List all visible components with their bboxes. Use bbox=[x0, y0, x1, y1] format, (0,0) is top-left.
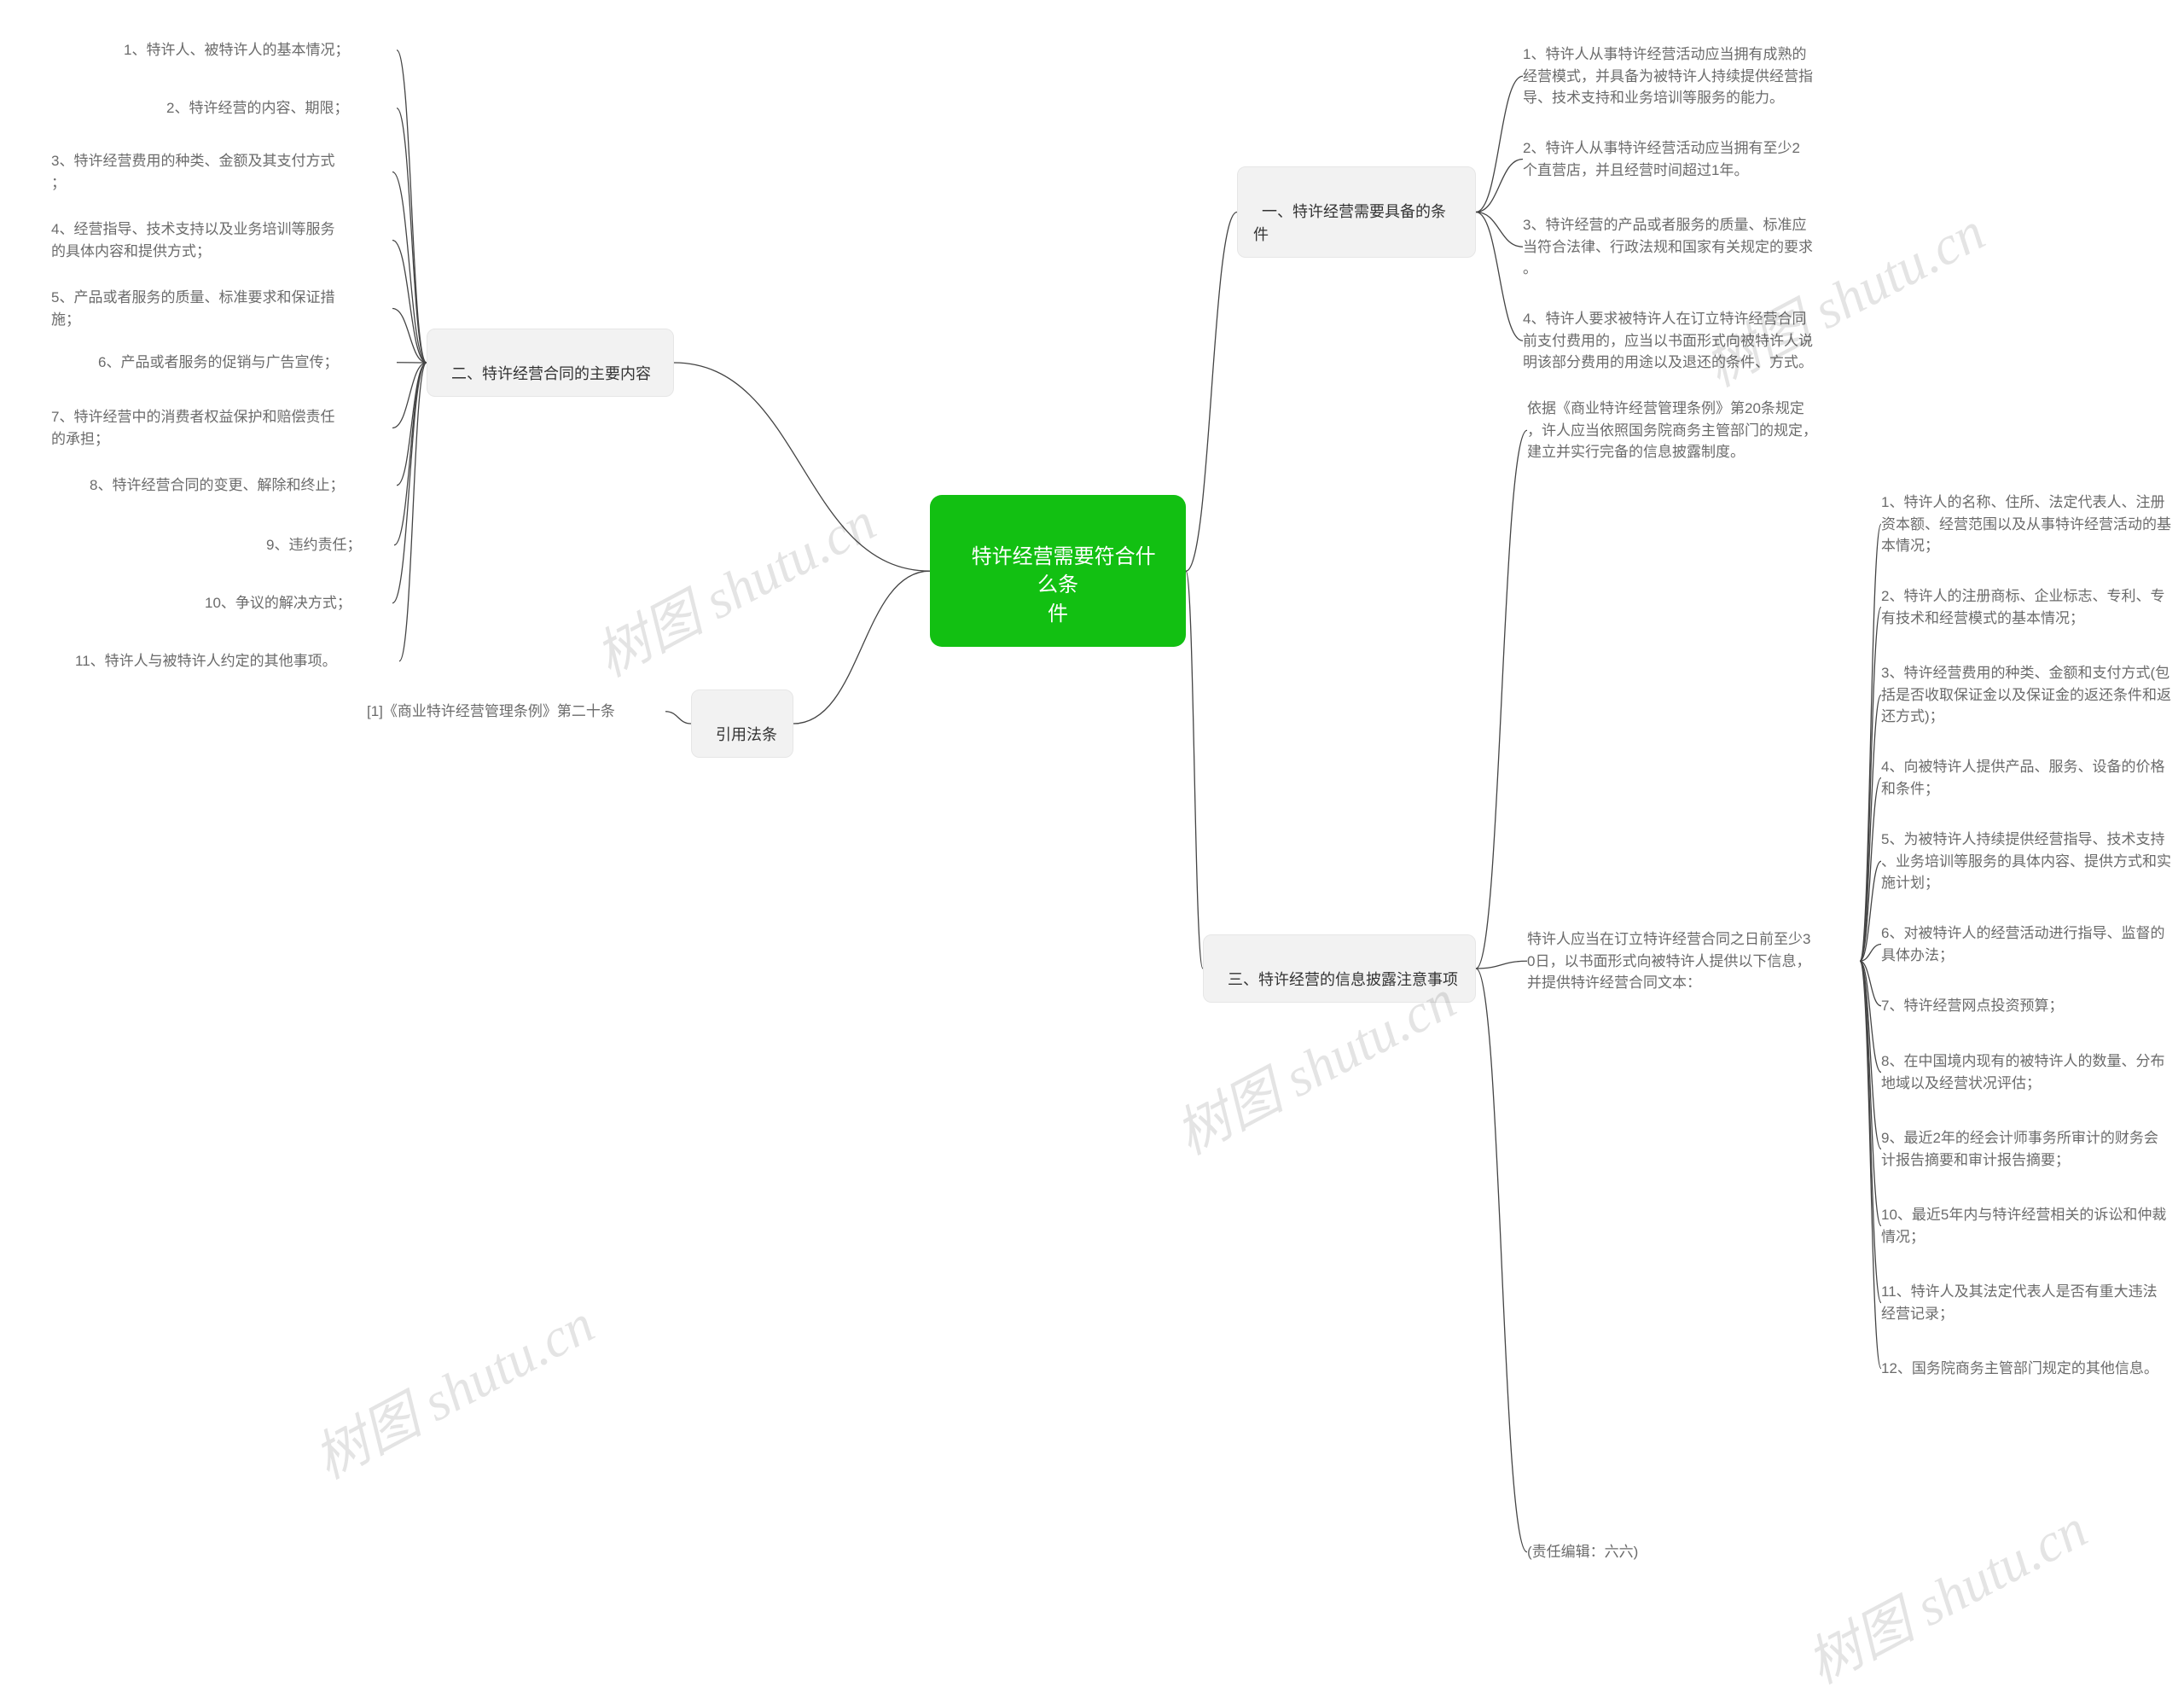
leaf-b3-3[interactable]: (责任编辑：六六) bbox=[1527, 1536, 1698, 1568]
leaf-text: 7、特许经营中的消费者权益保护和赔偿责任 的承担； bbox=[51, 409, 334, 447]
leaf-b3-2-8[interactable]: 8、在中国境内现有的被特许人的数量、分布 地域以及经营状况评估； bbox=[1881, 1045, 2180, 1099]
leaf-b2-2[interactable]: 2、特许经营的内容、期限； bbox=[166, 92, 397, 125]
leaf-text: 4、特许人要求被特许人在订立特许经营合同 前支付费用的，应当以书面形式向被特许人… bbox=[1523, 311, 1813, 370]
leaf-text: 9、违约责任； bbox=[266, 537, 361, 553]
leaf-text: 9、最近2年的经会计师事务所审计的财务会 计报告摘要和审计报告摘要； bbox=[1881, 1130, 2158, 1168]
leaf-b2-1[interactable]: 1、特许人、被特许人的基本情况； bbox=[124, 34, 397, 67]
leaf-b2-11[interactable]: 11、特许人与被特许人约定的其他事项。 bbox=[75, 645, 399, 678]
leaf-text: (责任编辑：六六) bbox=[1527, 1544, 1638, 1560]
branch-label: 引用法条 bbox=[716, 726, 777, 743]
leaf-b2-10[interactable]: 10、争议的解决方式； bbox=[205, 587, 392, 620]
leaf-text: 3、特许经营费用的种类、金额及其支付方式 ； bbox=[51, 153, 334, 191]
branch-disclosure[interactable]: 三、特许经营的信息披露注意事项 bbox=[1203, 934, 1476, 1003]
leaf-b3-2-2[interactable]: 2、特许人的注册商标、企业标志、专利、专 有技术和经营模式的基本情况； bbox=[1881, 580, 2180, 634]
leaf-text: 8、在中国境内现有的被特许人的数量、分布 地域以及经营状况评估； bbox=[1881, 1053, 2164, 1091]
leaf-b1-1[interactable]: 1、特许人从事特许经营活动应当拥有成熟的 经营模式，并具备为被特许人持续提供经营… bbox=[1523, 38, 1856, 114]
leaf-b3-2-5[interactable]: 5、为被特许人持续提供经营指导、技术支持 、业务培训等服务的具体内容、提供方式和… bbox=[1881, 823, 2180, 899]
leaf-b2-9[interactable]: 9、违约责任； bbox=[266, 529, 394, 561]
leaf-text: 8、特许经营合同的变更、解除和终止； bbox=[90, 477, 344, 493]
leaf-b1-4[interactable]: 4、特许人要求被特许人在订立特许经营合同 前支付费用的，应当以书面形式向被特许人… bbox=[1523, 303, 1856, 379]
leaf-b3-2-12[interactable]: 12、国务院商务主管部门规定的其他信息。 bbox=[1881, 1353, 2180, 1385]
leaf-text: 7、特许经营网点投资预算； bbox=[1881, 998, 2063, 1014]
leaf-text: 特许人应当在订立特许经营合同之日前至少3 0日，以书面形式向被特许人提供以下信息… bbox=[1527, 931, 1810, 991]
branch-label: 一、特许经营需要具备的条件 bbox=[1253, 203, 1446, 243]
leaf-b1-2[interactable]: 2、特许人从事特许经营活动应当拥有至少2 个直营店，并且经营时间超过1年。 bbox=[1523, 132, 1856, 186]
leaf-text: 6、产品或者服务的促销与广告宣传； bbox=[98, 354, 338, 370]
leaf-text: 4、经营指导、技术支持以及业务培训等服务 的具体内容和提供方式； bbox=[51, 221, 334, 259]
leaf-b2-4[interactable]: 4、经营指导、技术支持以及业务培训等服务 的具体内容和提供方式； bbox=[51, 213, 392, 267]
leaf-text: 4、向被特许人提供产品、服务、设备的价格 和条件； bbox=[1881, 759, 2164, 797]
leaf-text: 2、特许人从事特许经营活动应当拥有至少2 个直营店，并且经营时间超过1年。 bbox=[1523, 140, 1800, 178]
leaf-b3-2-4[interactable]: 4、向被特许人提供产品、服务、设备的价格 和条件； bbox=[1881, 751, 2180, 805]
leaf-b3-2-10[interactable]: 10、最近5年内与特许经营相关的诉讼和仲裁 情况； bbox=[1881, 1199, 2180, 1253]
root-label: 特许经营需要符合什么条 件 bbox=[972, 545, 1156, 625]
leaf-text: 3、特许经营费用的种类、金额和支付方式(包 括是否收取保证金以及保证金的返还条件… bbox=[1881, 665, 2171, 724]
leaf-text: 依据《商业特许经营管理条例》第20条规定 ，许人应当依照国务院商务主管部门的规定… bbox=[1527, 400, 1817, 460]
watermark: 树图 shutu.cn bbox=[298, 1281, 605, 1494]
leaf-text: 1、特许人、被特许人的基本情况； bbox=[124, 42, 349, 58]
leaf-b1-3[interactable]: 3、特许经营的产品或者服务的质量、标准应 当符合法律、行政法规和国家有关规定的要… bbox=[1523, 209, 1856, 285]
leaf-text: 10、最近5年内与特许经营相关的诉讼和仲裁 情况； bbox=[1881, 1207, 2166, 1245]
branch-label: 二、特许经营合同的主要内容 bbox=[451, 365, 651, 382]
leaf-text: 2、特许人的注册商标、企业标志、专利、专 有技术和经营模式的基本情况； bbox=[1881, 588, 2164, 626]
leaf-text: 6、对被特许人的经营活动进行指导、监督的 具体办法； bbox=[1881, 925, 2164, 963]
branch-reference[interactable]: 引用法条 bbox=[691, 689, 793, 758]
leaf-text: 11、特许人及其法定代表人是否有重大违法 经营记录； bbox=[1881, 1283, 2158, 1322]
branch-label: 三、特许经营的信息披露注意事项 bbox=[1228, 971, 1458, 988]
leaf-text: 2、特许经营的内容、期限； bbox=[166, 100, 348, 116]
leaf-text: 1、特许人从事特许经营活动应当拥有成熟的 经营模式，并具备为被特许人持续提供经营… bbox=[1523, 46, 1813, 106]
leaf-b3-2-6[interactable]: 6、对被特许人的经营活动进行指导、监督的 具体办法； bbox=[1881, 917, 2180, 971]
leaf-text: 3、特许经营的产品或者服务的质量、标准应 当符合法律、行政法规和国家有关规定的要… bbox=[1523, 217, 1813, 276]
leaf-b3-1[interactable]: 依据《商业特许经营管理条例》第20条规定 ，许人应当依照国务院商务主管部门的规定… bbox=[1527, 393, 1860, 468]
leaf-b4-1[interactable]: [1]《商业特许经营管理条例》第二十条 bbox=[367, 695, 665, 728]
leaf-text: 1、特许人的名称、住所、法定代表人、注册 资本额、经营范围以及从事特许经营活动的… bbox=[1881, 494, 2171, 554]
root-node[interactable]: 特许经营需要符合什么条 件 bbox=[930, 495, 1186, 647]
leaf-b3-2-3[interactable]: 3、特许经营费用的种类、金额和支付方式(包 括是否收取保证金以及保证金的返还条件… bbox=[1881, 657, 2180, 733]
branch-contract[interactable]: 二、特许经营合同的主要内容 bbox=[427, 329, 674, 397]
leaf-b2-8[interactable]: 8、特许经营合同的变更、解除和终止； bbox=[90, 469, 397, 502]
leaf-b3-2-9[interactable]: 9、最近2年的经会计师事务所审计的财务会 计报告摘要和审计报告摘要； bbox=[1881, 1122, 2180, 1176]
leaf-b3-2-11[interactable]: 11、特许人及其法定代表人是否有重大违法 经营记录； bbox=[1881, 1276, 2180, 1330]
leaf-b2-5[interactable]: 5、产品或者服务的质量、标准要求和保证措 施； bbox=[51, 282, 392, 335]
watermark: 树图 shutu.cn bbox=[579, 479, 886, 692]
leaf-b2-7[interactable]: 7、特许经营中的消费者权益保护和赔偿责任 的承担； bbox=[51, 401, 392, 455]
leaf-text: 12、国务院商务主管部门规定的其他信息。 bbox=[1881, 1360, 2158, 1376]
watermark: 树图 shutu.cn bbox=[1791, 1486, 2098, 1699]
leaf-b3-2[interactable]: 特许人应当在订立特许经营合同之日前至少3 0日，以书面形式向被特许人提供以下信息… bbox=[1527, 923, 1860, 999]
leaf-text: 10、争议的解决方式； bbox=[205, 595, 351, 611]
branch-conditions[interactable]: 一、特许经营需要具备的条件 bbox=[1237, 166, 1476, 258]
leaf-text: 5、为被特许人持续提供经营指导、技术支持 、业务培训等服务的具体内容、提供方式和… bbox=[1881, 831, 2171, 891]
leaf-text: 5、产品或者服务的质量、标准要求和保证措 施； bbox=[51, 289, 334, 328]
leaf-b2-3[interactable]: 3、特许经营费用的种类、金额及其支付方式 ； bbox=[51, 145, 392, 199]
leaf-b3-2-1[interactable]: 1、特许人的名称、住所、法定代表人、注册 资本额、经营范围以及从事特许经营活动的… bbox=[1881, 486, 2180, 562]
leaf-b3-2-7[interactable]: 7、特许经营网点投资预算； bbox=[1881, 990, 2180, 1022]
leaf-b2-6[interactable]: 6、产品或者服务的促销与广告宣传； bbox=[98, 346, 397, 379]
leaf-text: 11、特许人与被特许人约定的其他事项。 bbox=[75, 653, 337, 669]
leaf-text: [1]《商业特许经营管理条例》第二十条 bbox=[367, 703, 615, 719]
